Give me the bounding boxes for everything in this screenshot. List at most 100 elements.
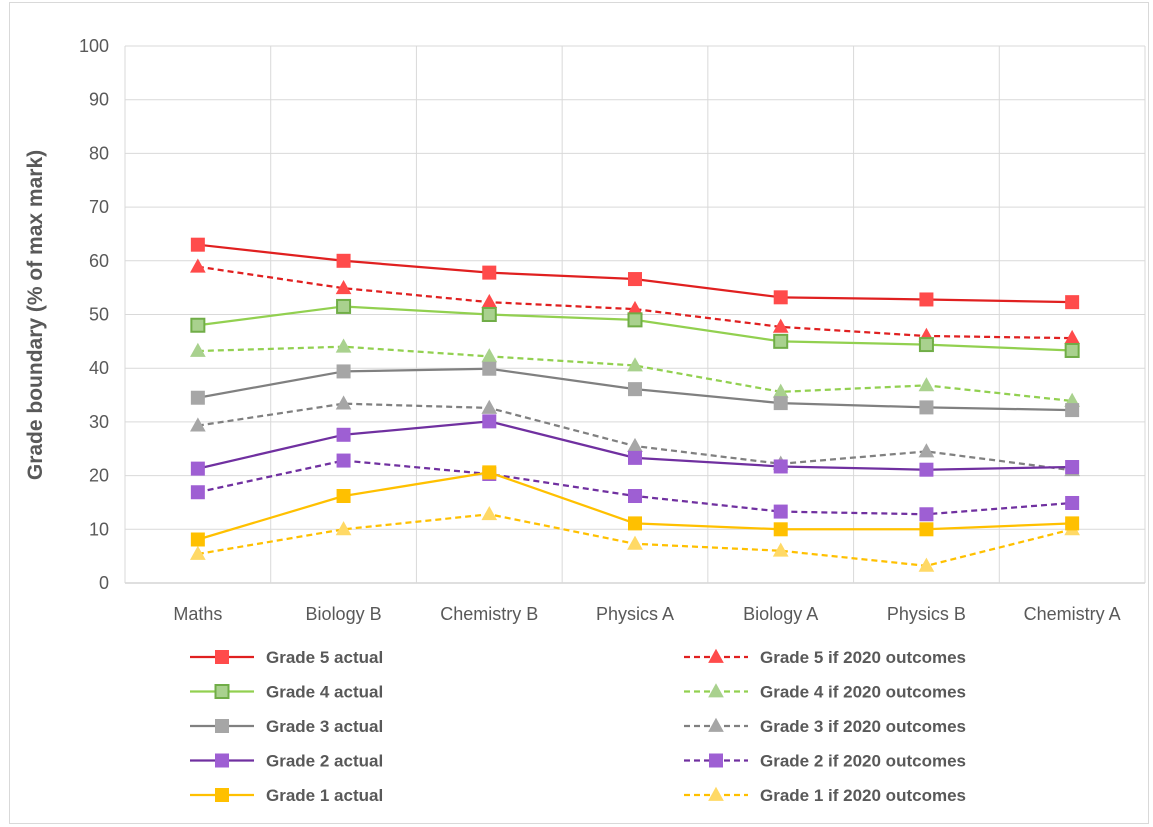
data-point	[627, 535, 643, 550]
y-tick-label: 60	[89, 251, 109, 271]
data-point	[1065, 403, 1080, 418]
x-tick-label: Chemistry A	[1024, 604, 1121, 624]
y-tick-label: 100	[79, 36, 109, 56]
series-grade-2-actual	[190, 414, 1080, 477]
legend-label: Grade 2 if 2020 outcomes	[760, 752, 966, 771]
legend-label: Grade 5 actual	[266, 648, 383, 667]
series-grade-4-if-2020-outcomes	[190, 338, 1080, 407]
legend-marker	[708, 717, 724, 732]
data-point	[335, 395, 352, 410]
legend-label: Grade 1 if 2020 outcomes	[760, 786, 966, 805]
data-point	[190, 485, 205, 500]
data-point	[919, 462, 934, 477]
data-point	[1065, 460, 1080, 475]
data-point	[190, 417, 206, 432]
data-point	[627, 312, 643, 328]
data-point	[1065, 295, 1080, 310]
data-point	[918, 443, 935, 458]
legend-marker	[214, 684, 230, 699]
data-point	[628, 489, 642, 504]
legend-label: Grade 5 if 2020 outcomes	[760, 648, 966, 667]
data-point	[772, 542, 789, 557]
legend-label: Grade 4 if 2020 outcomes	[760, 683, 966, 702]
data-point	[190, 258, 206, 273]
data-point	[773, 504, 788, 519]
series-grade-5-actual	[190, 237, 1080, 310]
data-point	[190, 237, 205, 252]
data-point	[336, 253, 351, 268]
data-point	[336, 298, 352, 314]
legend-entry: Grade 3 actual	[190, 717, 383, 736]
series-grade-3-actual	[190, 361, 1080, 418]
legend-entry: Grade 2 if 2020 outcomes	[684, 752, 966, 771]
series-group	[190, 237, 1080, 572]
legend-label: Grade 3 if 2020 outcomes	[760, 717, 966, 736]
data-point	[481, 399, 498, 414]
legend-label: Grade 1 actual	[266, 786, 383, 805]
legend-label: Grade 3 actual	[266, 717, 383, 736]
y-axis-title: Grade boundary (% of max mark)	[24, 150, 47, 480]
data-point	[773, 290, 788, 305]
data-point	[918, 557, 935, 572]
data-point	[772, 318, 789, 333]
data-point	[627, 437, 643, 452]
legend-marker	[215, 719, 229, 733]
x-tick-label: Chemistry B	[440, 604, 538, 624]
x-tick-label: Biology A	[743, 604, 818, 624]
y-tick-label: 30	[89, 412, 109, 432]
legend-entry: Grade 4 actual	[190, 683, 383, 702]
data-point	[773, 459, 788, 474]
data-point	[481, 506, 498, 521]
data-point	[190, 342, 206, 357]
data-point	[1064, 342, 1080, 358]
data-point	[336, 453, 351, 468]
data-point	[627, 357, 643, 372]
data-point	[919, 522, 934, 537]
legend-marker	[708, 648, 724, 663]
gridlines	[124, 45, 1146, 584]
series-grade-1-actual	[190, 465, 1080, 547]
data-point	[336, 364, 351, 379]
data-point	[190, 461, 205, 476]
data-point	[481, 293, 498, 309]
data-point	[773, 522, 788, 537]
data-point	[481, 307, 497, 322]
data-point	[628, 382, 642, 397]
data-point	[336, 427, 351, 442]
data-point	[190, 532, 205, 547]
x-tick-label: Biology B	[306, 604, 382, 624]
data-point	[190, 545, 206, 560]
legend-entry: Grade 1 actual	[190, 786, 383, 805]
data-point	[190, 317, 206, 333]
data-point	[1065, 495, 1080, 510]
data-point	[190, 390, 205, 405]
y-tick-label: 80	[89, 143, 109, 163]
series-grade-4-actual	[190, 298, 1080, 358]
data-point	[628, 450, 642, 465]
y-tick-label: 0	[99, 573, 109, 593]
legend-marker	[215, 788, 229, 802]
legend-marker	[215, 753, 229, 768]
legend-entry: Grade 2 actual	[190, 752, 383, 771]
legend-label: Grade 2 actual	[266, 752, 383, 771]
y-tick-label: 40	[89, 358, 109, 378]
series-grade-1-if-2020-outcomes	[190, 506, 1080, 572]
data-point	[482, 361, 497, 376]
legend-entry: Grade 5 if 2020 outcomes	[684, 648, 966, 667]
data-point	[335, 279, 352, 295]
data-point	[628, 272, 642, 287]
data-point	[918, 377, 935, 392]
chart-frame	[9, 2, 1149, 824]
data-point	[482, 265, 497, 280]
data-point	[335, 338, 352, 353]
y-tick-label: 10	[89, 519, 109, 539]
legend: Grade 5 actual Grade 5 if 2020 outcomes Gr…	[190, 648, 966, 805]
legend-marker	[709, 753, 723, 768]
y-tick-label: 20	[89, 466, 109, 486]
legend-entry: Grade 4 if 2020 outcomes	[684, 683, 966, 702]
data-point	[336, 489, 351, 504]
data-point	[628, 516, 642, 531]
legend-marker	[708, 786, 724, 801]
legend-entry: Grade 1 if 2020 outcomes	[684, 786, 966, 805]
